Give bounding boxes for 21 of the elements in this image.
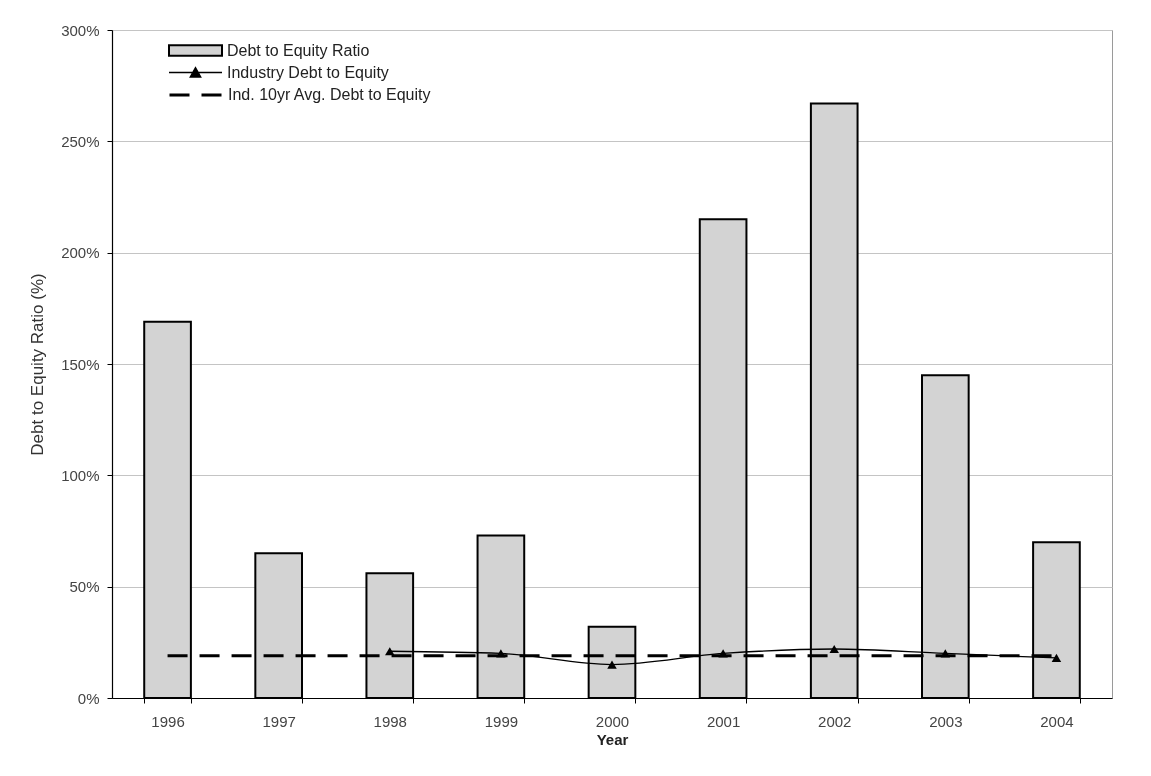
x-axis-title: Year [596, 730, 629, 748]
legend-label: Industry Debt to Equity [227, 63, 389, 81]
x-tick-label: 2004 [1040, 712, 1074, 730]
y-tick-label: 300% [61, 21, 100, 39]
x-tick-label: 1998 [373, 712, 407, 730]
y-tick-label: 100% [61, 466, 100, 484]
x-tick-label: 2002 [818, 712, 852, 730]
x-tick-label: 1996 [151, 712, 185, 730]
legend-label: Ind. 10yr Avg. Debt to Equity [228, 86, 431, 103]
y-axis-title: Debt to Equity Ratio (%) [28, 273, 48, 456]
y-tick-label: 200% [61, 244, 100, 262]
x-tick-label: 2003 [929, 712, 963, 730]
y-tick-label: 50% [69, 578, 100, 596]
x-tick-label: 2001 [706, 712, 741, 730]
y-tick-label: 150% [61, 355, 100, 373]
legend-label: Debt to Equity Ratio [227, 41, 370, 59]
y-tick-label: 250% [61, 132, 100, 150]
x-tick-label: 1997 [262, 712, 296, 730]
y-tick-label: 0% [77, 689, 100, 707]
x-tick-label: 2000 [595, 712, 630, 730]
x-tick-label: 1999 [484, 712, 519, 730]
